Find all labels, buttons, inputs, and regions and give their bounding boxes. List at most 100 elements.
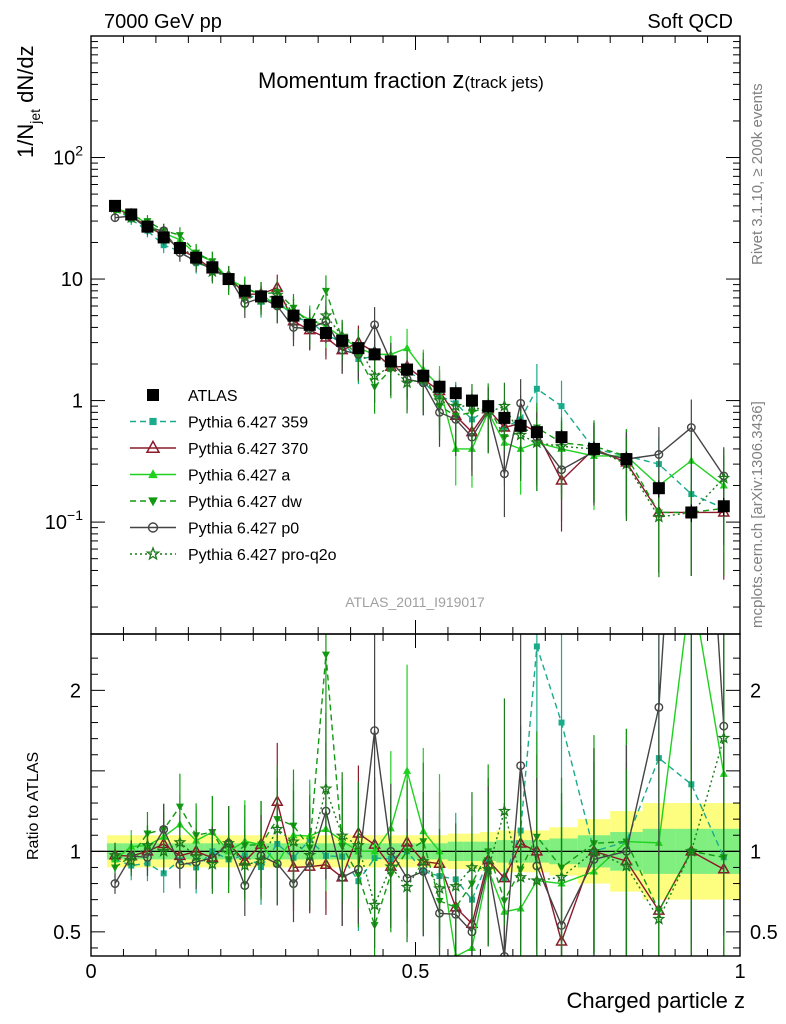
- ratio-point: [481, 862, 495, 875]
- ratio-point: [205, 857, 219, 870]
- ratio-point: [370, 726, 380, 736]
- ratio-point: [684, 844, 698, 857]
- ratio-point: [319, 781, 333, 795]
- ratio-point: [303, 848, 317, 861]
- data-point: [516, 398, 526, 408]
- data-point: [587, 442, 600, 455]
- data-point: [222, 273, 235, 286]
- data-point: [157, 231, 170, 244]
- ratio-plot-frame: [90, 633, 741, 957]
- series-pdw-line: [114, 210, 724, 514]
- legend-item-p370: Pythia 6.427 370: [130, 439, 308, 458]
- data-point: [555, 439, 569, 452]
- header-energy: 7000 GeV pp: [104, 11, 222, 33]
- series-ATLAS-main: [109, 199, 730, 522]
- x-tick-label: 0.5: [402, 961, 430, 983]
- ratio-point: [175, 803, 184, 812]
- ratio-point: [433, 881, 447, 894]
- x-tick-label: 0: [85, 961, 96, 983]
- ratio-point: [533, 643, 540, 650]
- ratio-point: [530, 873, 544, 887]
- data-point: [141, 220, 154, 233]
- ratio-point: [173, 835, 187, 849]
- data-point: [110, 213, 120, 223]
- series-pq2o-ratio: [108, 634, 731, 956]
- ratio-point: [384, 859, 398, 873]
- ratio-point: [654, 702, 664, 712]
- ratio-point: [416, 854, 430, 868]
- ratio-point: [110, 879, 120, 888]
- legend-marker: [149, 417, 157, 426]
- data-point: [384, 355, 397, 368]
- ratio-point: [286, 834, 300, 848]
- ratio-point: [254, 853, 268, 866]
- legend-label: Pythia 6.427 pro-q2o: [188, 547, 337, 564]
- ratio-y-tick-label-right: 0.5: [750, 922, 778, 944]
- data-point: [319, 326, 332, 339]
- data-point: [255, 290, 268, 303]
- data-point: [368, 348, 381, 361]
- data-point: [654, 450, 664, 459]
- side-label-rivet: Rivet 3.1.10, ≥ 200k events: [749, 83, 766, 265]
- ratio-point: [335, 828, 349, 842]
- data-point: [352, 342, 365, 355]
- data-point: [652, 510, 666, 523]
- y-tick-label: 102: [53, 143, 83, 170]
- data-point: [336, 334, 349, 347]
- data-point: [370, 320, 380, 330]
- data-point: [717, 471, 731, 484]
- data-point: [620, 453, 633, 466]
- legend-marker: [147, 522, 159, 533]
- ratio-point: [688, 204, 696, 212]
- data-point: [717, 500, 730, 513]
- legend-marker: [148, 497, 158, 507]
- data-point: [686, 423, 696, 432]
- ratio-point: [111, 864, 120, 872]
- legend-marker: [145, 439, 161, 453]
- series-p359-line: [114, 208, 725, 509]
- legend-label: ATLAS: [188, 388, 238, 405]
- main-plot-frame: [90, 35, 741, 635]
- ratio-y-axis-label: Ratio to ATLAS: [25, 752, 42, 860]
- ratio-point: [351, 838, 365, 851]
- data-point: [530, 426, 543, 439]
- series-p359-ratio-line: [114, 646, 725, 902]
- legend-marker: [145, 546, 161, 561]
- data-point: [206, 261, 219, 274]
- legend-marker: [147, 389, 159, 401]
- ratio-y-tick-label-right: 2: [750, 680, 761, 702]
- ratio-point: [108, 848, 122, 861]
- main-y-axis-label: 1/Njet dN/dz: [13, 45, 43, 158]
- ratio-point: [687, 579, 695, 587]
- ratio-point: [189, 849, 203, 863]
- legend-marker: [148, 469, 158, 479]
- ratio-point: [321, 651, 330, 660]
- data-point: [652, 482, 665, 495]
- x-tick-label: 1: [734, 961, 745, 983]
- ratio-point: [717, 731, 731, 744]
- series-pdw-ratio-line: [114, 654, 724, 928]
- data-point: [175, 232, 184, 240]
- data-point: [433, 393, 447, 407]
- data-point: [465, 394, 478, 407]
- ratio-point: [238, 858, 252, 872]
- ratio-y-tick-label: 1: [70, 841, 81, 863]
- legend-label: Pythia 6.427 a: [188, 468, 290, 485]
- y-tick-label: 10: [61, 269, 83, 291]
- ratio-point: [558, 719, 565, 726]
- data-point: [498, 411, 511, 424]
- ratio-y-tick-label: 0.5: [53, 922, 81, 944]
- ratio-y-tick-label: 2: [70, 680, 81, 702]
- series-pa-ratio-line: [114, 634, 725, 956]
- ratio-point: [499, 951, 509, 956]
- ratio-point: [400, 880, 414, 893]
- ratio-y-tick-label-right: 1: [750, 841, 761, 863]
- legend-item-p359: Pythia 6.427 359: [130, 415, 308, 432]
- ratio-point: [619, 859, 634, 872]
- ratio-point: [370, 846, 379, 855]
- ratio-point: [140, 838, 154, 851]
- data-point: [109, 199, 122, 212]
- y-tick-label: 10−1: [45, 507, 83, 534]
- data-point: [417, 369, 430, 382]
